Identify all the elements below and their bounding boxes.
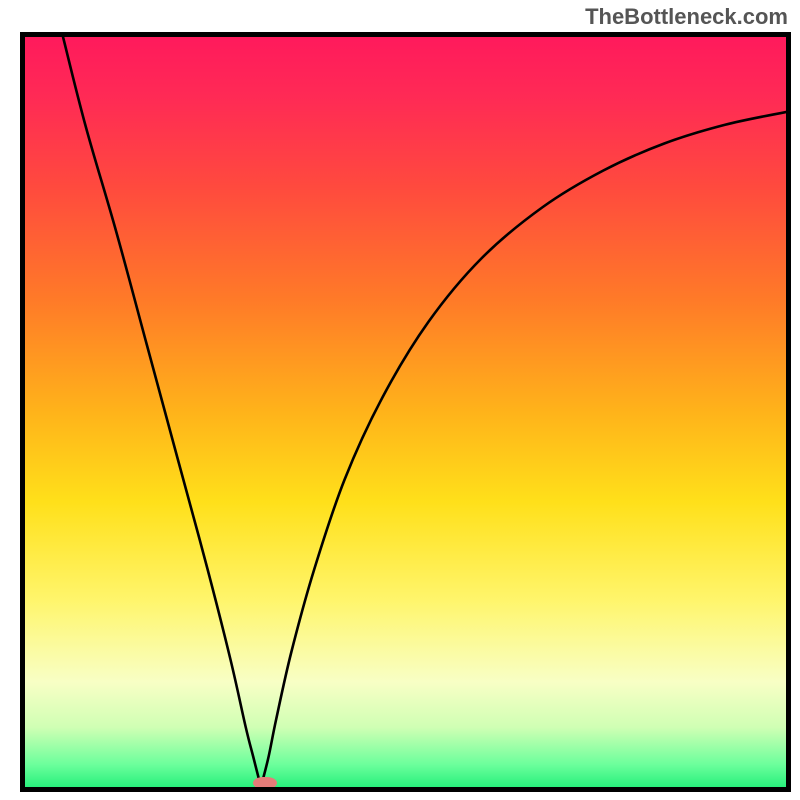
plot-area	[25, 37, 786, 787]
watermark-text: TheBottleneck.com	[585, 4, 788, 30]
optimal-point-marker	[253, 777, 277, 788]
bottleneck-curve	[25, 37, 786, 787]
chart-canvas: TheBottleneck.com	[0, 0, 800, 800]
